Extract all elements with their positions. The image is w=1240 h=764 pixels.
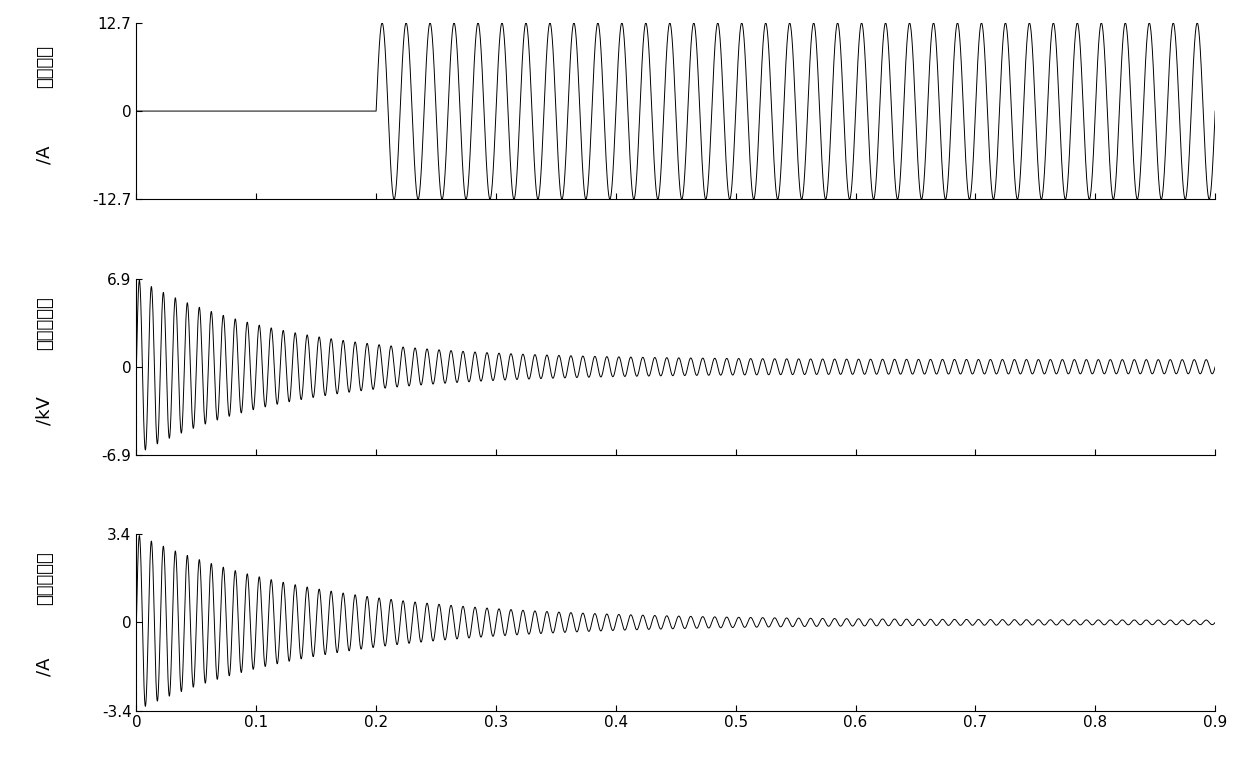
Text: /kV: /kV	[36, 397, 53, 426]
Text: /A: /A	[36, 146, 53, 164]
Text: /A: /A	[36, 657, 53, 675]
Text: 故障点电流: 故障点电流	[36, 552, 53, 605]
Text: 注入电流: 注入电流	[36, 46, 53, 89]
Text: 故障相电压: 故障相电压	[36, 296, 53, 349]
